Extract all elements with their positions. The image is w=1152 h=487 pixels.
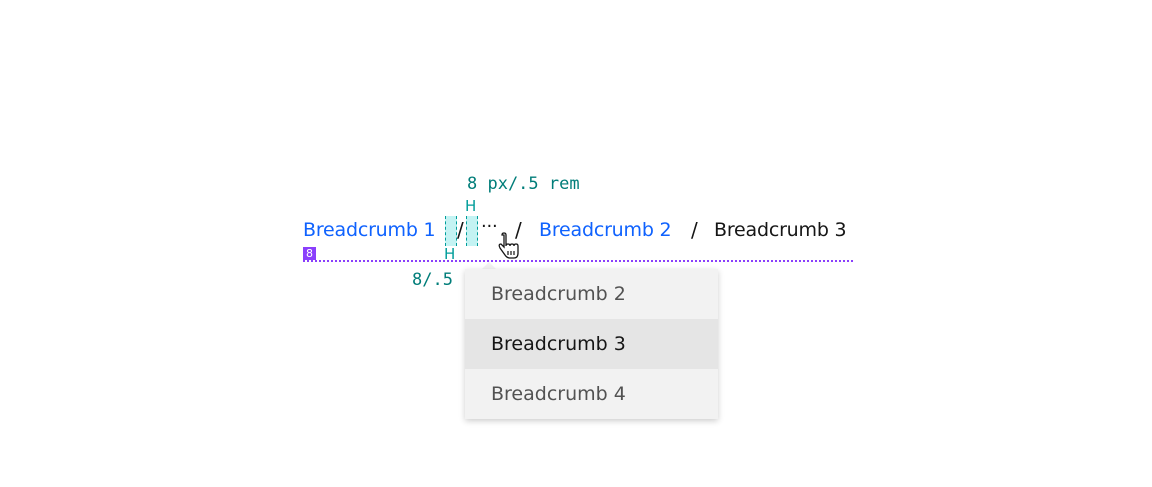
breadcrumb-item-current: Breadcrumb 3 bbox=[714, 219, 847, 241]
hand-cursor-icon bbox=[498, 232, 519, 259]
spacing-highlight-right bbox=[466, 216, 478, 246]
breadcrumb-item-1[interactable]: Breadcrumb 1 bbox=[303, 219, 436, 241]
menu-item-selected[interactable]: Breadcrumb 3 bbox=[465, 319, 718, 369]
menu-caret bbox=[482, 262, 496, 269]
breadcrumb-separator: / bbox=[515, 218, 522, 242]
spacing-badge: 8 bbox=[303, 247, 316, 260]
spacing-highlight-left bbox=[445, 216, 457, 246]
baseline-guide bbox=[303, 260, 853, 262]
spacing-annotation-top: 8 px/.5 rem bbox=[467, 174, 580, 194]
spacing-marker-top: H bbox=[465, 197, 477, 215]
breadcrumb-separator: / bbox=[457, 218, 464, 242]
overflow-menu-button[interactable]: ··· bbox=[481, 216, 498, 237]
overflow-menu: Breadcrumb 2 Breadcrumb 3 Breadcrumb 4 bbox=[465, 269, 718, 419]
menu-item[interactable]: Breadcrumb 2 bbox=[491, 283, 626, 305]
spacing-marker-bottom: H bbox=[444, 245, 456, 263]
menu-item[interactable]: Breadcrumb 4 bbox=[491, 383, 626, 405]
breadcrumb-separator: / bbox=[691, 218, 698, 242]
breadcrumb-item-2[interactable]: Breadcrumb 2 bbox=[539, 219, 672, 241]
spacing-annotation-bottom: 8/.5 bbox=[412, 270, 453, 290]
